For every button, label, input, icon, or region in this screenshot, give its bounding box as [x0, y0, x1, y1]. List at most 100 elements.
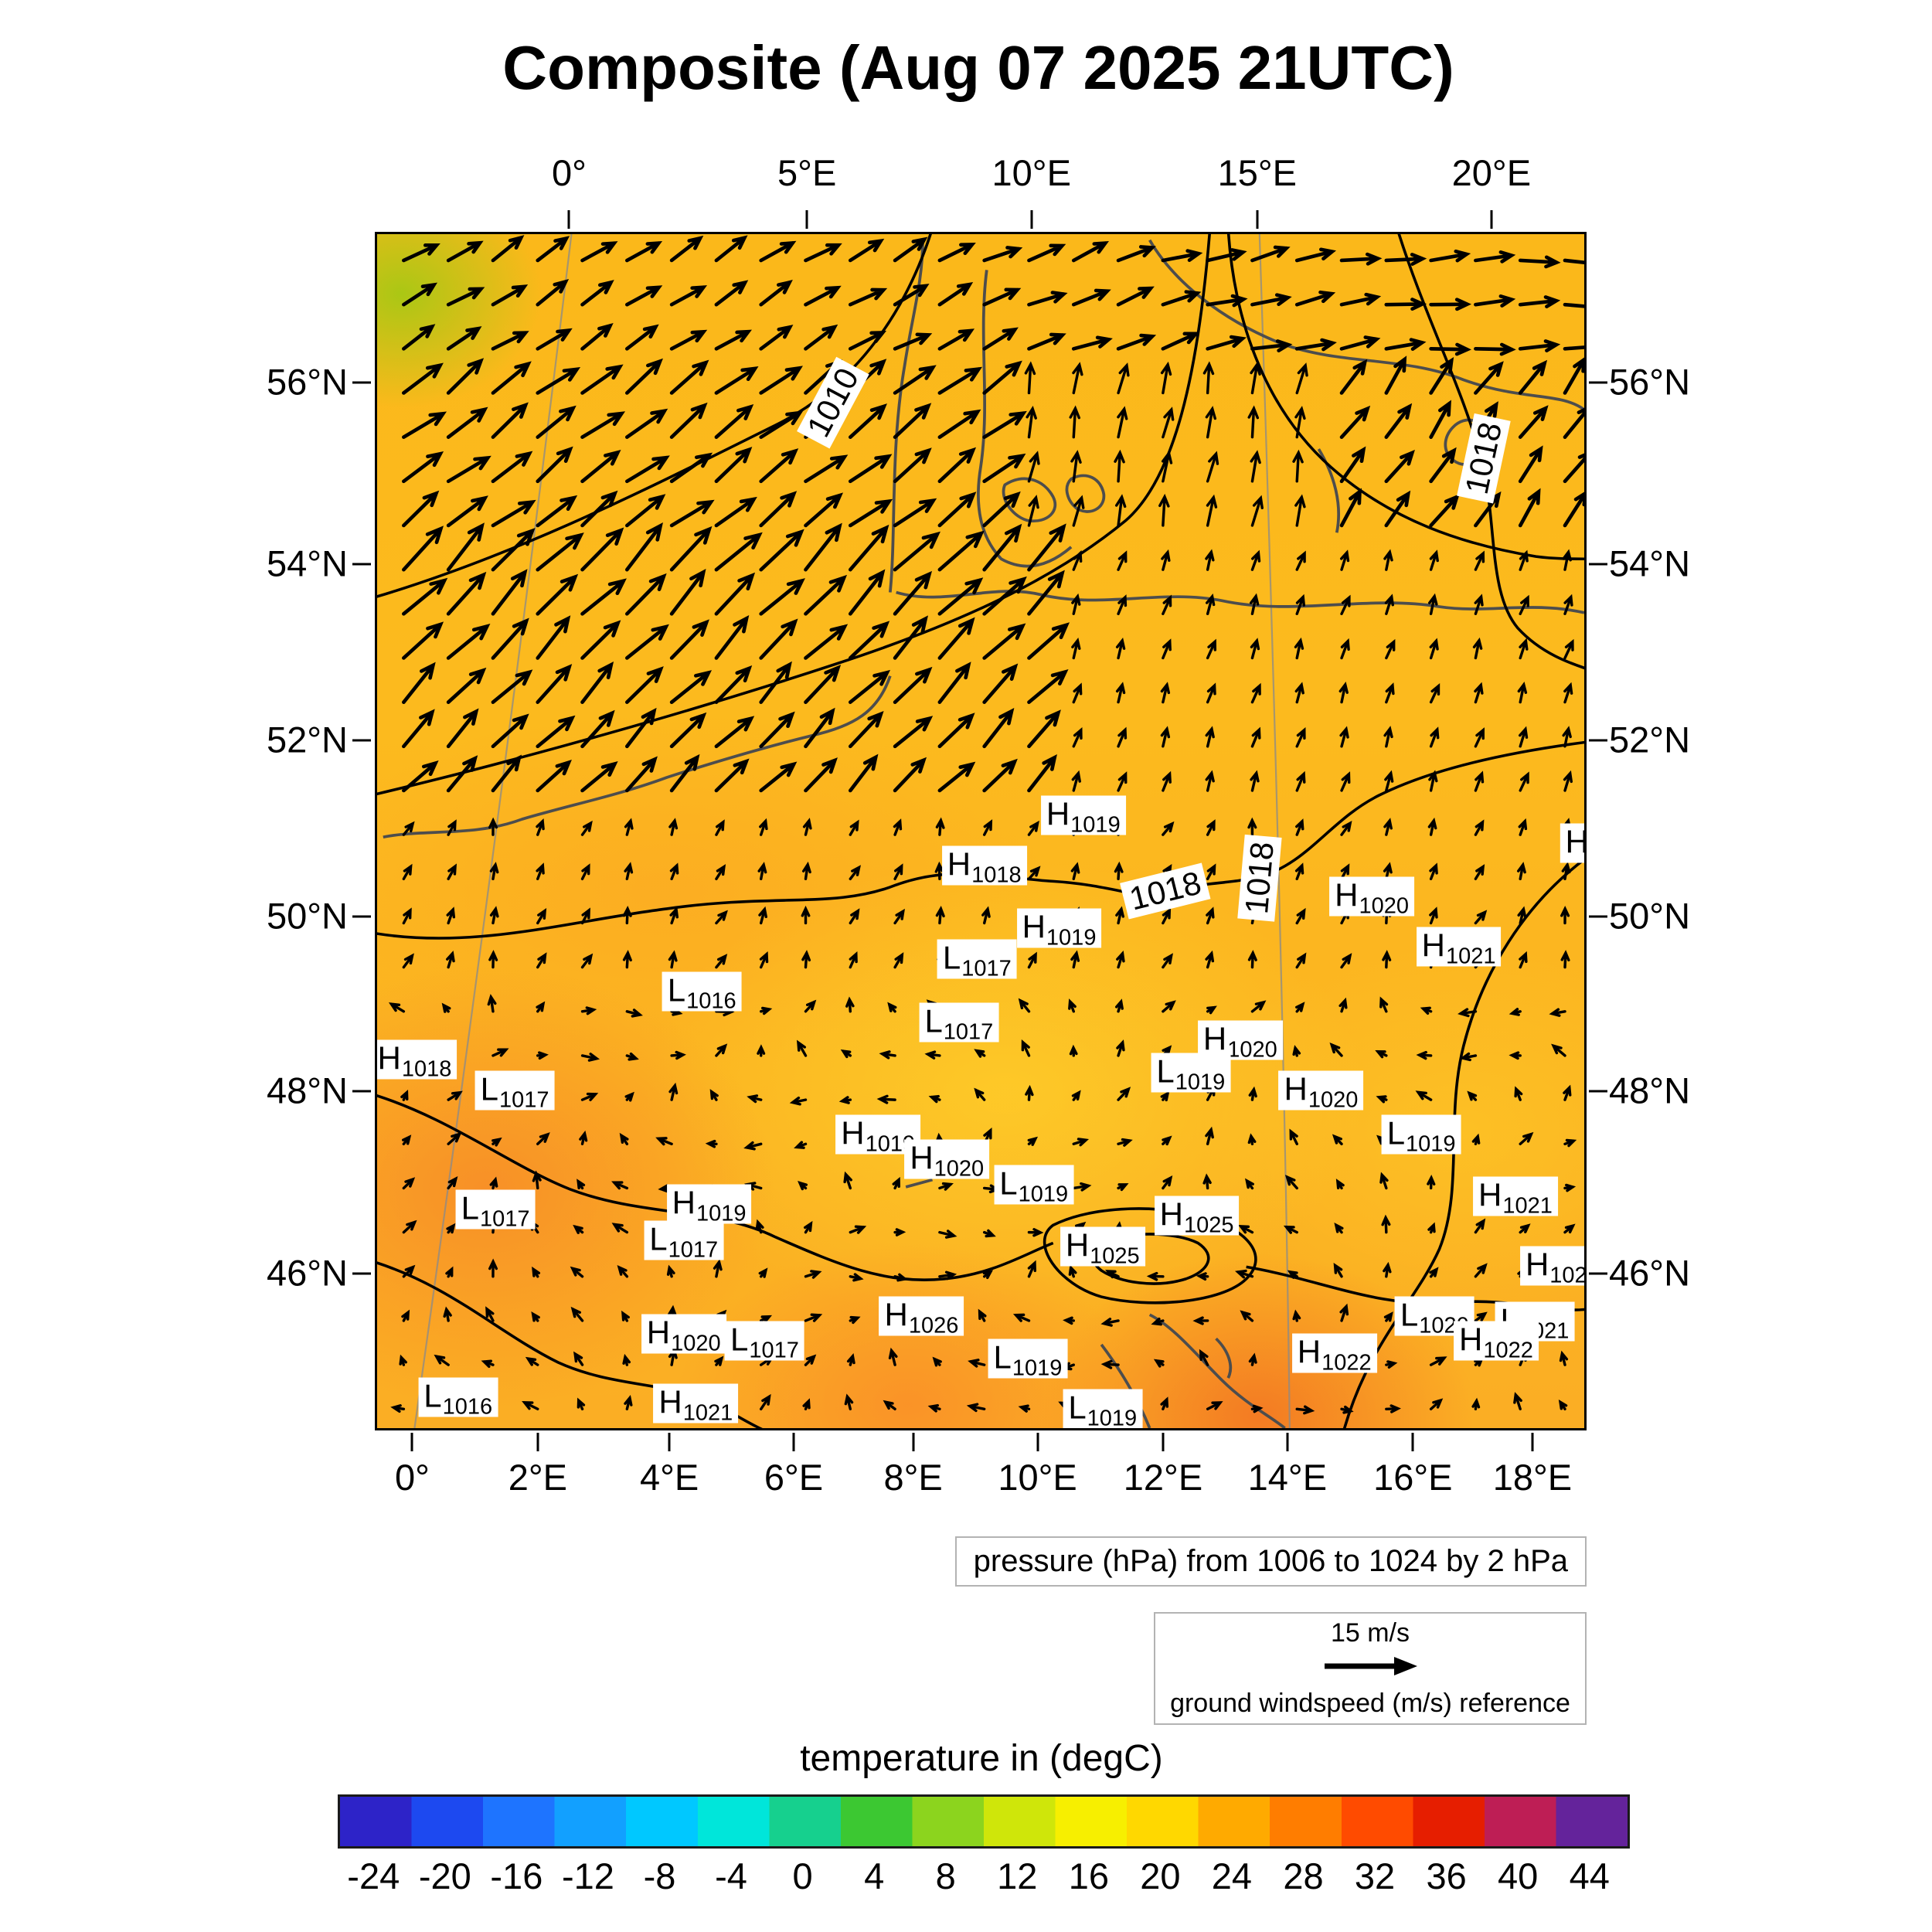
lon-label-bottom: 4°E [639, 1457, 699, 1498]
pressure-marker: L1017 [919, 1002, 999, 1043]
lon-label-bottom: 12°E [1123, 1457, 1203, 1498]
axis-tick [1036, 1433, 1039, 1451]
lat-label-left: 46°N [266, 1252, 348, 1294]
pressure-marker: L1017 [937, 939, 1017, 980]
axis-tick [1589, 915, 1607, 918]
axis-tick [536, 1433, 539, 1451]
axis-bottom-longitude: 0° 2°E 4°E 6°E 8°E 10°E 12°E 14°E 16°E 18°E [375, 1456, 1582, 1502]
lat-label-left: 52°N [266, 719, 348, 760]
pressure-marker: L1017 [455, 1189, 536, 1230]
lon-label-bottom: 2°E [508, 1457, 568, 1498]
colorbar-tick-label: 16 [1068, 1855, 1109, 1896]
colorbar-tick-label: 40 [1498, 1855, 1539, 1896]
axis-tick [1589, 739, 1607, 742]
lat-label-left: 50°N [266, 895, 348, 937]
colorbar-tick-label: 0 [792, 1855, 813, 1896]
pressure-marker: L1019 [1381, 1114, 1461, 1155]
pressure-caption: pressure (hPa) from 1006 to 1024 by 2 hP… [954, 1536, 1587, 1587]
wind-reference-caption: ground windspeed (m/s) reference [1170, 1689, 1570, 1718]
pressure-marker: L1017 [474, 1070, 555, 1111]
lon-label-top: 0° [552, 152, 587, 193]
pressure-marker: L1016 [418, 1377, 498, 1418]
axis-left-latitude: 56°N 54°N 52°N 50°N 48°N 46°N [0, 232, 348, 1430]
lat-label-right: 46°N [1609, 1252, 1691, 1294]
pressure-marker: H1018 [377, 1039, 457, 1080]
axis-top-ticks [375, 210, 1582, 230]
pressure-marker: H1020 [1329, 876, 1415, 917]
colorbar-tick-label: 20 [1140, 1855, 1181, 1896]
lon-label-top: 5°E [777, 152, 837, 193]
lat-label-right: 54°N [1609, 543, 1691, 584]
lat-label-left: 48°N [266, 1070, 348, 1111]
axis-tick [912, 1433, 915, 1451]
lon-label-top: 10°E [992, 152, 1071, 193]
pressure-marker: H1021 [1519, 1246, 1584, 1287]
pressure-marker: H1025 [1060, 1226, 1145, 1267]
pressure-marker: H1019 [1040, 795, 1126, 836]
axis-tick [352, 915, 371, 918]
lon-label-bottom: 18°E [1492, 1457, 1573, 1498]
pressure-marker: H1020 [1278, 1070, 1364, 1111]
pressure-marker: H1018 [941, 845, 1027, 886]
axis-tick [410, 1433, 413, 1451]
contour-label: 1018 [1120, 862, 1211, 920]
pressure-marker: H1019 [1016, 908, 1102, 949]
axis-tick [352, 381, 371, 384]
lon-label-bottom: 10°E [998, 1457, 1077, 1498]
lon-label-bottom: 6°E [764, 1457, 824, 1498]
contour-label: 1018 [1237, 834, 1282, 922]
lon-label-bottom: 14°E [1247, 1457, 1328, 1498]
pressure-marker: L1017 [724, 1321, 804, 1362]
pressure-marker: H1021 [653, 1383, 739, 1424]
axis-tick [1490, 210, 1493, 229]
axis-tick [1589, 381, 1607, 384]
colorbar-tick-label: 36 [1426, 1855, 1467, 1896]
colorbar-tick-label: 44 [1569, 1855, 1610, 1896]
pressure-marker: H1022 [1454, 1321, 1539, 1362]
axis-tick [805, 210, 808, 229]
colorbar-title: temperature in (degC) [800, 1738, 1163, 1779]
contour-label: 1018 [1457, 413, 1512, 504]
map-plot: H1019 H1018 H1020 H1021 H1019 L1017 L1016 L1017… [375, 232, 1587, 1430]
axis-tick [792, 1433, 795, 1451]
axis-tick [1256, 210, 1259, 229]
pressure-marker: H [1560, 823, 1584, 863]
colorbar-tick-label: -24 [347, 1855, 400, 1896]
pressure-marker: H1021 [1416, 927, 1502, 968]
pressure-marker: H1020 [904, 1139, 990, 1180]
pressure-marker: H1022 [1291, 1333, 1377, 1374]
axis-tick [1162, 1433, 1165, 1451]
colorbar-tick-label: 28 [1283, 1855, 1324, 1896]
pressure-marker: H1019 [666, 1184, 752, 1225]
lat-label-right: 48°N [1609, 1070, 1691, 1111]
colorbar-tick-label: -16 [490, 1855, 543, 1896]
lat-label-right: 50°N [1609, 895, 1691, 937]
axis-tick [1589, 563, 1607, 566]
wind-reference-box: 15 m/s ground windspeed (m/s) reference [1154, 1612, 1587, 1725]
lon-label-bottom: 16°E [1373, 1457, 1453, 1498]
temperature-colorbar [338, 1794, 1630, 1849]
map-graphics [377, 234, 1584, 1428]
axis-tick [567, 210, 570, 229]
pressure-marker: L1017 [644, 1220, 724, 1261]
lat-label-right: 56°N [1609, 361, 1691, 403]
pressure-marker: H1026 [879, 1296, 964, 1337]
pressure-marker: H1020 [641, 1314, 726, 1355]
lat-label-left: 56°N [266, 361, 348, 403]
colorbar-tick-label: 32 [1354, 1855, 1396, 1896]
contour-label: 1010 [797, 356, 870, 449]
axis-tick [352, 1272, 371, 1275]
axis-tick [352, 739, 371, 742]
colorbar-tick-label: -8 [643, 1855, 676, 1896]
axis-tick [1531, 1433, 1534, 1451]
figure-title: Composite (Aug 07 2025 21UTC) [502, 33, 1454, 102]
colorbar-tick-label: 4 [864, 1855, 885, 1896]
lon-label-bottom: 8°E [883, 1457, 943, 1498]
axis-bottom-ticks [375, 1433, 1582, 1452]
pressure-contours [377, 234, 1584, 1428]
wind-arrows [388, 235, 1584, 1415]
pressure-marker: L1019 [994, 1165, 1074, 1206]
pressure-marker: H1025 [1154, 1196, 1240, 1236]
colorbar-tick-label: 12 [997, 1855, 1038, 1896]
